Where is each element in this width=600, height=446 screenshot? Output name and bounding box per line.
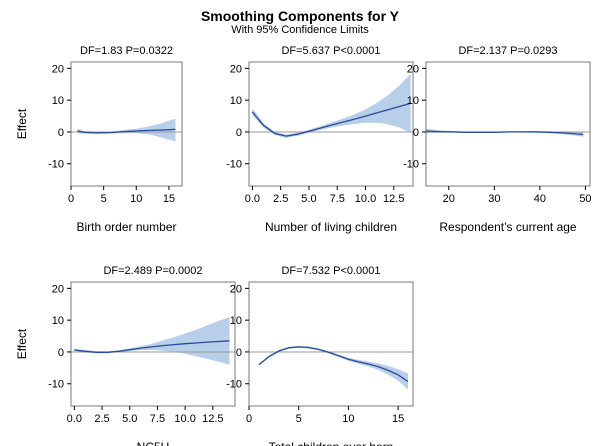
x-axis-label: Number of living children xyxy=(265,220,397,234)
y-tick-label: 0 xyxy=(58,347,64,359)
x-tick-label: 2.5 xyxy=(273,193,288,205)
x-tick-label: 0 xyxy=(246,413,252,425)
y-tick-label: -10 xyxy=(48,379,64,391)
y-tick-label: 0 xyxy=(236,347,242,359)
y-tick-label: 10 xyxy=(52,95,64,107)
x-tick-label: 5 xyxy=(296,413,302,425)
panel-2: DF=5.637 P<0.0001 0.0 2.5 5.0 7.5 10.0 12.5 -10… xyxy=(226,45,414,234)
panel-4: DF=2.489 P=0.0002 0.0 2.5 5.0 7.5 10.0 12.5 -10… xyxy=(15,265,236,446)
panel-1: DF=1.83 P=0.0322 0 5 10 15 -10 0 10 20 Birth orde… xyxy=(15,45,183,234)
panel-label: DF=2.489 P=0.0002 xyxy=(103,265,202,277)
chart-title: Smoothing Components for Y xyxy=(200,8,400,24)
panel-5: DF=7.532 P<0.0001 0 5 10 15 -10 0 10 20 Total chi… xyxy=(226,265,414,446)
panel-frame xyxy=(70,281,236,407)
chart-subtitle: With 95% Confidence Limits xyxy=(231,24,369,36)
x-tick-label: 10 xyxy=(130,193,142,205)
y-tick-label: 20 xyxy=(407,63,419,75)
panel-frame xyxy=(70,61,183,187)
y-tick-label: 0 xyxy=(413,127,419,139)
x-axis-label: Respondent’s current age xyxy=(439,220,577,234)
x-tick-label: 0.0 xyxy=(67,413,82,425)
y-tick-label: 0 xyxy=(58,127,64,139)
y-tick-label: 20 xyxy=(52,63,64,75)
x-tick-label: 7.5 xyxy=(150,413,165,425)
x-tick-label: 2.5 xyxy=(94,413,109,425)
x-tick-label: 12.5 xyxy=(202,413,223,425)
x-tick-label: 12.5 xyxy=(383,193,404,205)
y-tick-label: 0 xyxy=(236,127,242,139)
panel-label: DF=7.532 P<0.0001 xyxy=(281,265,380,277)
panel-frame xyxy=(248,281,414,407)
y-tick-label: 20 xyxy=(230,63,242,75)
x-tick-label: 15 xyxy=(163,193,175,205)
x-tick-label: 10.0 xyxy=(355,193,376,205)
title-block: Smoothing Components for Y With 95% Conf… xyxy=(0,8,600,37)
confidence-band xyxy=(252,73,411,138)
y-tick-label: 10 xyxy=(52,315,64,327)
panel-label: DF=2.137 P=0.0293 xyxy=(458,45,557,57)
x-tick-label: 15 xyxy=(392,413,404,425)
smooth-curve xyxy=(77,128,176,134)
smooth-curve xyxy=(74,340,230,353)
smooth-curve xyxy=(251,102,411,137)
x-tick-label: 0 xyxy=(68,193,74,205)
smooth-curve xyxy=(425,130,584,136)
x-tick-label: 50 xyxy=(579,193,591,205)
panel-3: DF=2.137 P=0.0293 20 30 40 50 -10 0 10 20 Respond… xyxy=(403,45,591,234)
y-tick-label: 10 xyxy=(230,315,242,327)
panel-label: DF=1.83 P=0.0322 xyxy=(80,45,173,57)
y-tick-label: -10 xyxy=(226,159,242,171)
y-tick-label: -10 xyxy=(226,379,242,391)
y-axis-label: Effect xyxy=(15,108,29,139)
y-tick-label: -10 xyxy=(48,159,64,171)
x-tick-label: 10 xyxy=(342,413,354,425)
confidence-band xyxy=(74,317,230,365)
panel-label: DF=5.637 P<0.0001 xyxy=(281,45,380,57)
y-axis-label: Effect xyxy=(15,328,29,359)
panel-frame xyxy=(425,61,591,187)
confidence-band xyxy=(77,118,176,142)
smooth-curve xyxy=(258,346,409,383)
x-axis-label: Birth order number xyxy=(76,220,176,234)
x-tick-label: 7.5 xyxy=(330,193,345,205)
y-tick-label: 10 xyxy=(407,95,419,107)
x-axis-label: NC5U xyxy=(137,440,170,446)
x-tick-label: 5.0 xyxy=(301,193,316,205)
x-tick-label: 20 xyxy=(443,193,455,205)
x-axis-label: Total children ever born xyxy=(269,440,394,446)
y-tick-label: 10 xyxy=(230,95,242,107)
x-tick-label: 10.0 xyxy=(174,413,195,425)
x-tick-label: 40 xyxy=(534,193,546,205)
y-tick-label: 20 xyxy=(52,283,64,295)
y-tick-label: -10 xyxy=(403,159,419,171)
panel-frame xyxy=(248,61,414,187)
y-tick-label: 20 xyxy=(230,283,242,295)
x-tick-label: 0.0 xyxy=(245,193,260,205)
x-tick-label: 30 xyxy=(488,193,500,205)
x-tick-label: 5 xyxy=(101,193,107,205)
x-tick-label: 5.0 xyxy=(122,413,137,425)
